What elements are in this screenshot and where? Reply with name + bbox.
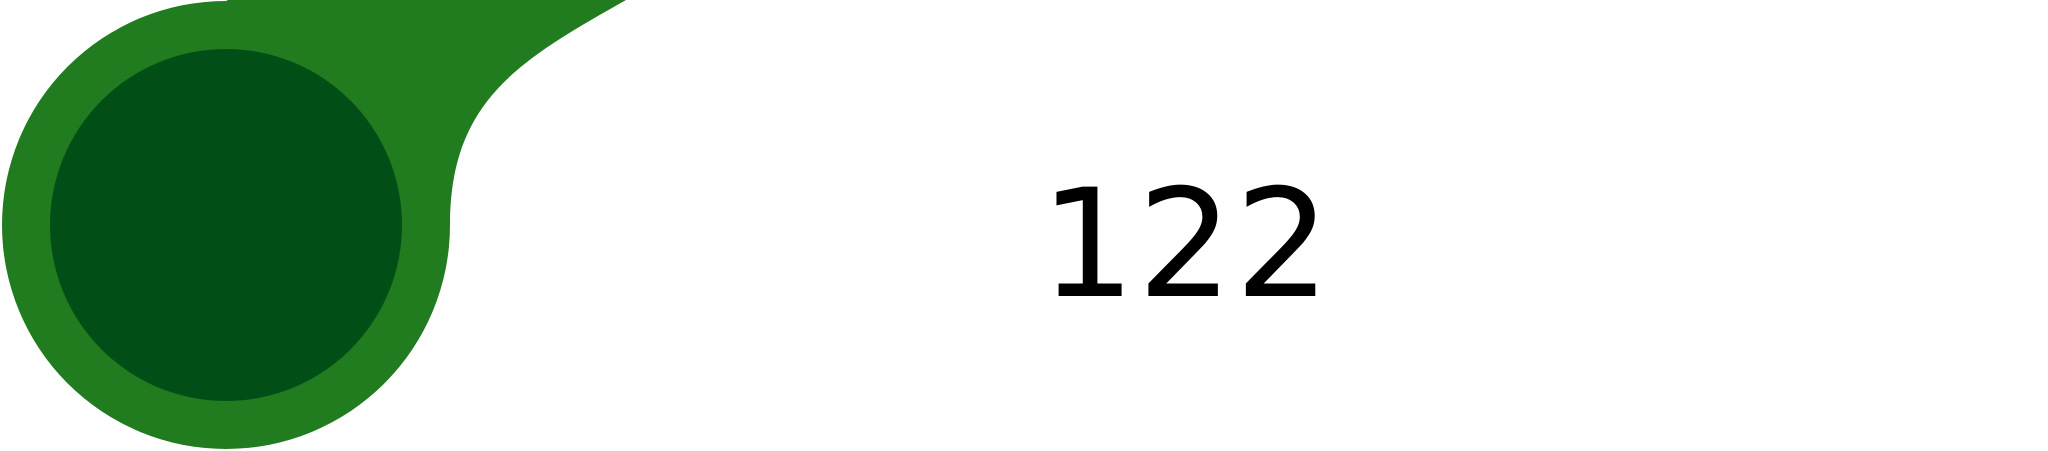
counter-value: 122 bbox=[1040, 158, 1333, 332]
inner-circle bbox=[50, 49, 402, 401]
teardrop-badge bbox=[2, 0, 626, 449]
